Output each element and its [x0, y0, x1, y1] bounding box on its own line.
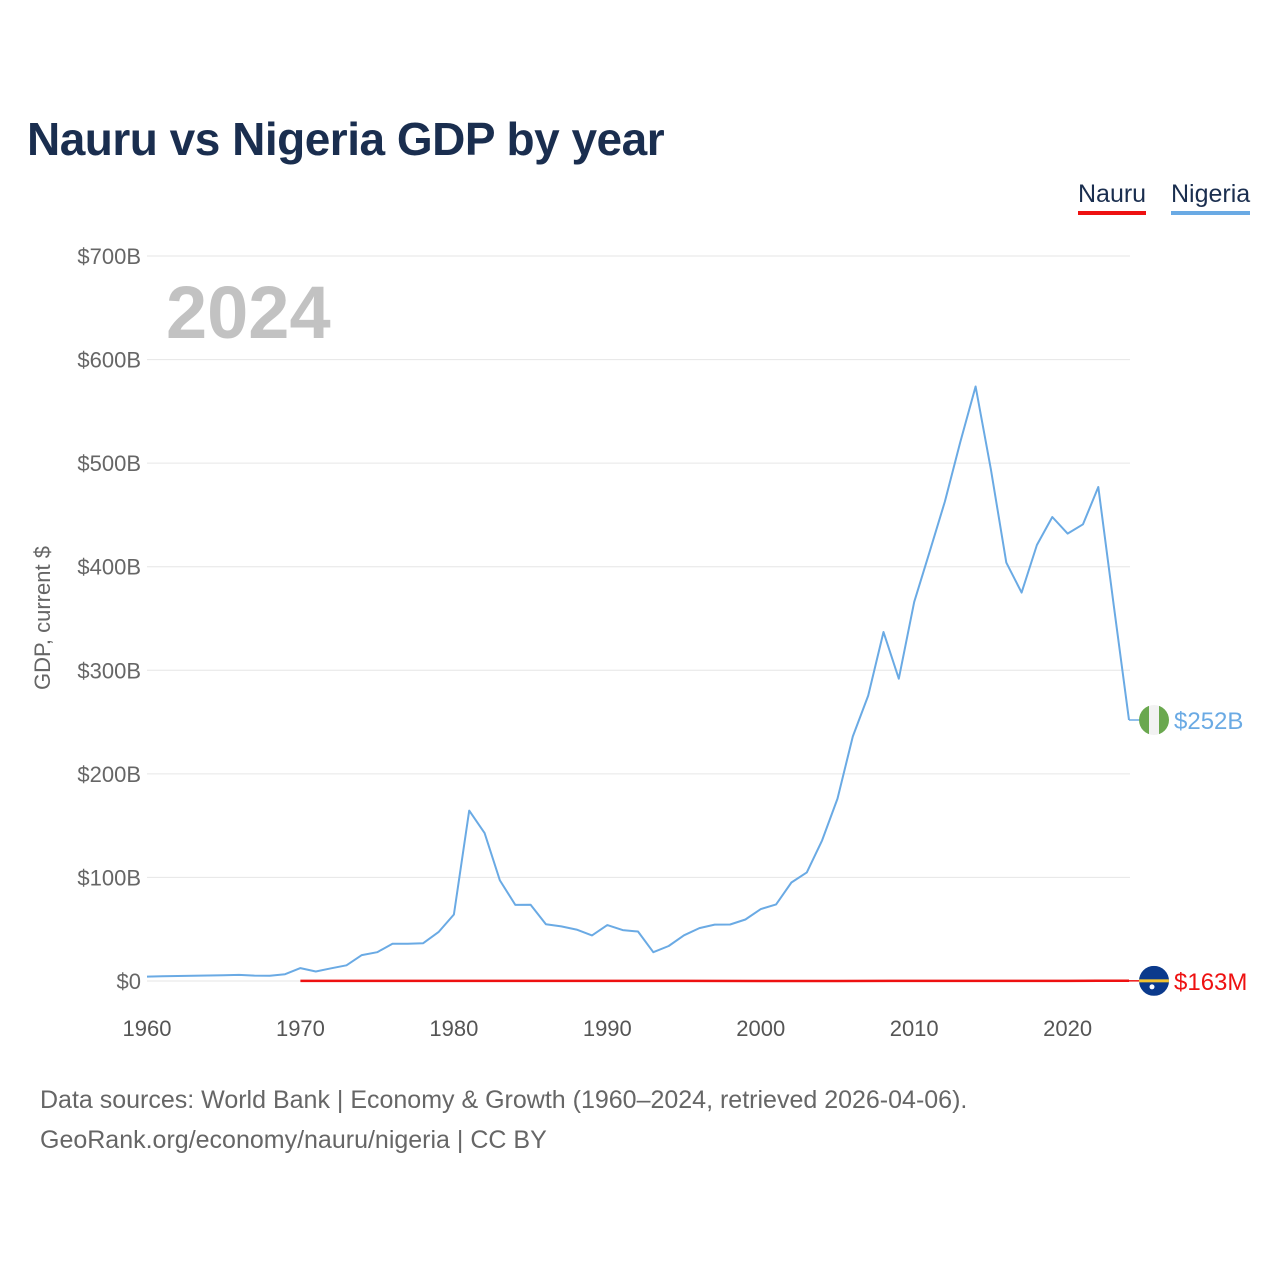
legend-swatch-nigeria: [1171, 211, 1251, 215]
y-tick-label: $400B: [77, 555, 141, 580]
end-marker-nigeria: $252B: [1129, 705, 1243, 735]
year-watermark: 2024: [166, 271, 331, 354]
x-tick-label: 2000: [736, 1016, 785, 1041]
footer: Data sources: World Bank | Economy & Gro…: [40, 1080, 967, 1160]
y-axis-label: GDP, current $: [30, 546, 55, 690]
y-tick-label: $500B: [77, 451, 141, 476]
chart-title: Nauru vs Nigeria GDP by year: [27, 113, 665, 165]
end-markers: $163M $252B: [1129, 705, 1247, 996]
legend-item-nigeria[interactable]: Nigeria: [1171, 180, 1251, 215]
x-tick-label: 1970: [276, 1016, 325, 1041]
x-tick-label: 1960: [123, 1016, 172, 1041]
series-lines: [146, 385, 1130, 983]
nigeria-flag-icon: [1139, 705, 1169, 735]
footer-source: Data sources: World Bank | Economy & Gro…: [40, 1086, 968, 1114]
grid-lines: [147, 255, 1130, 982]
y-tick-label: $200B: [77, 762, 141, 787]
legend-item-nauru[interactable]: Nauru: [1078, 180, 1147, 215]
y-tick-label: $100B: [77, 865, 141, 890]
x-tick-label: 2010: [890, 1016, 939, 1041]
footer-credit: GeoRank.org/economy/nauru/nigeria | CC B…: [40, 1126, 547, 1154]
end-value-label-nauru: $163M: [1174, 969, 1247, 996]
x-tick-label: 1980: [429, 1016, 478, 1041]
legend-label-nigeria: Nigeria: [1171, 180, 1251, 208]
nauru-flag-icon: [1139, 965, 1169, 996]
y-tick-label: $0: [117, 969, 141, 994]
x-tick-label: 2020: [1043, 1016, 1092, 1041]
legend-swatch-nauru: [1078, 211, 1147, 215]
series-line-nigeria: [146, 385, 1130, 978]
y-axis-ticks: $0 $100B $200B $300B $400B $500B $600B $700B: [77, 244, 141, 994]
end-value-label-nigeria: $252B: [1174, 708, 1243, 735]
y-tick-label: $700B: [77, 244, 141, 269]
x-tick-label: 1990: [583, 1016, 632, 1041]
y-tick-label: $600B: [77, 348, 141, 373]
end-marker-nauru: $163M: [1129, 965, 1247, 996]
y-tick-label: $300B: [77, 658, 141, 683]
x-axis-ticks: 1960 1970 1980 1990 2000 2010 2020: [123, 1016, 1093, 1041]
legend-label-nauru: Nauru: [1078, 180, 1147, 208]
